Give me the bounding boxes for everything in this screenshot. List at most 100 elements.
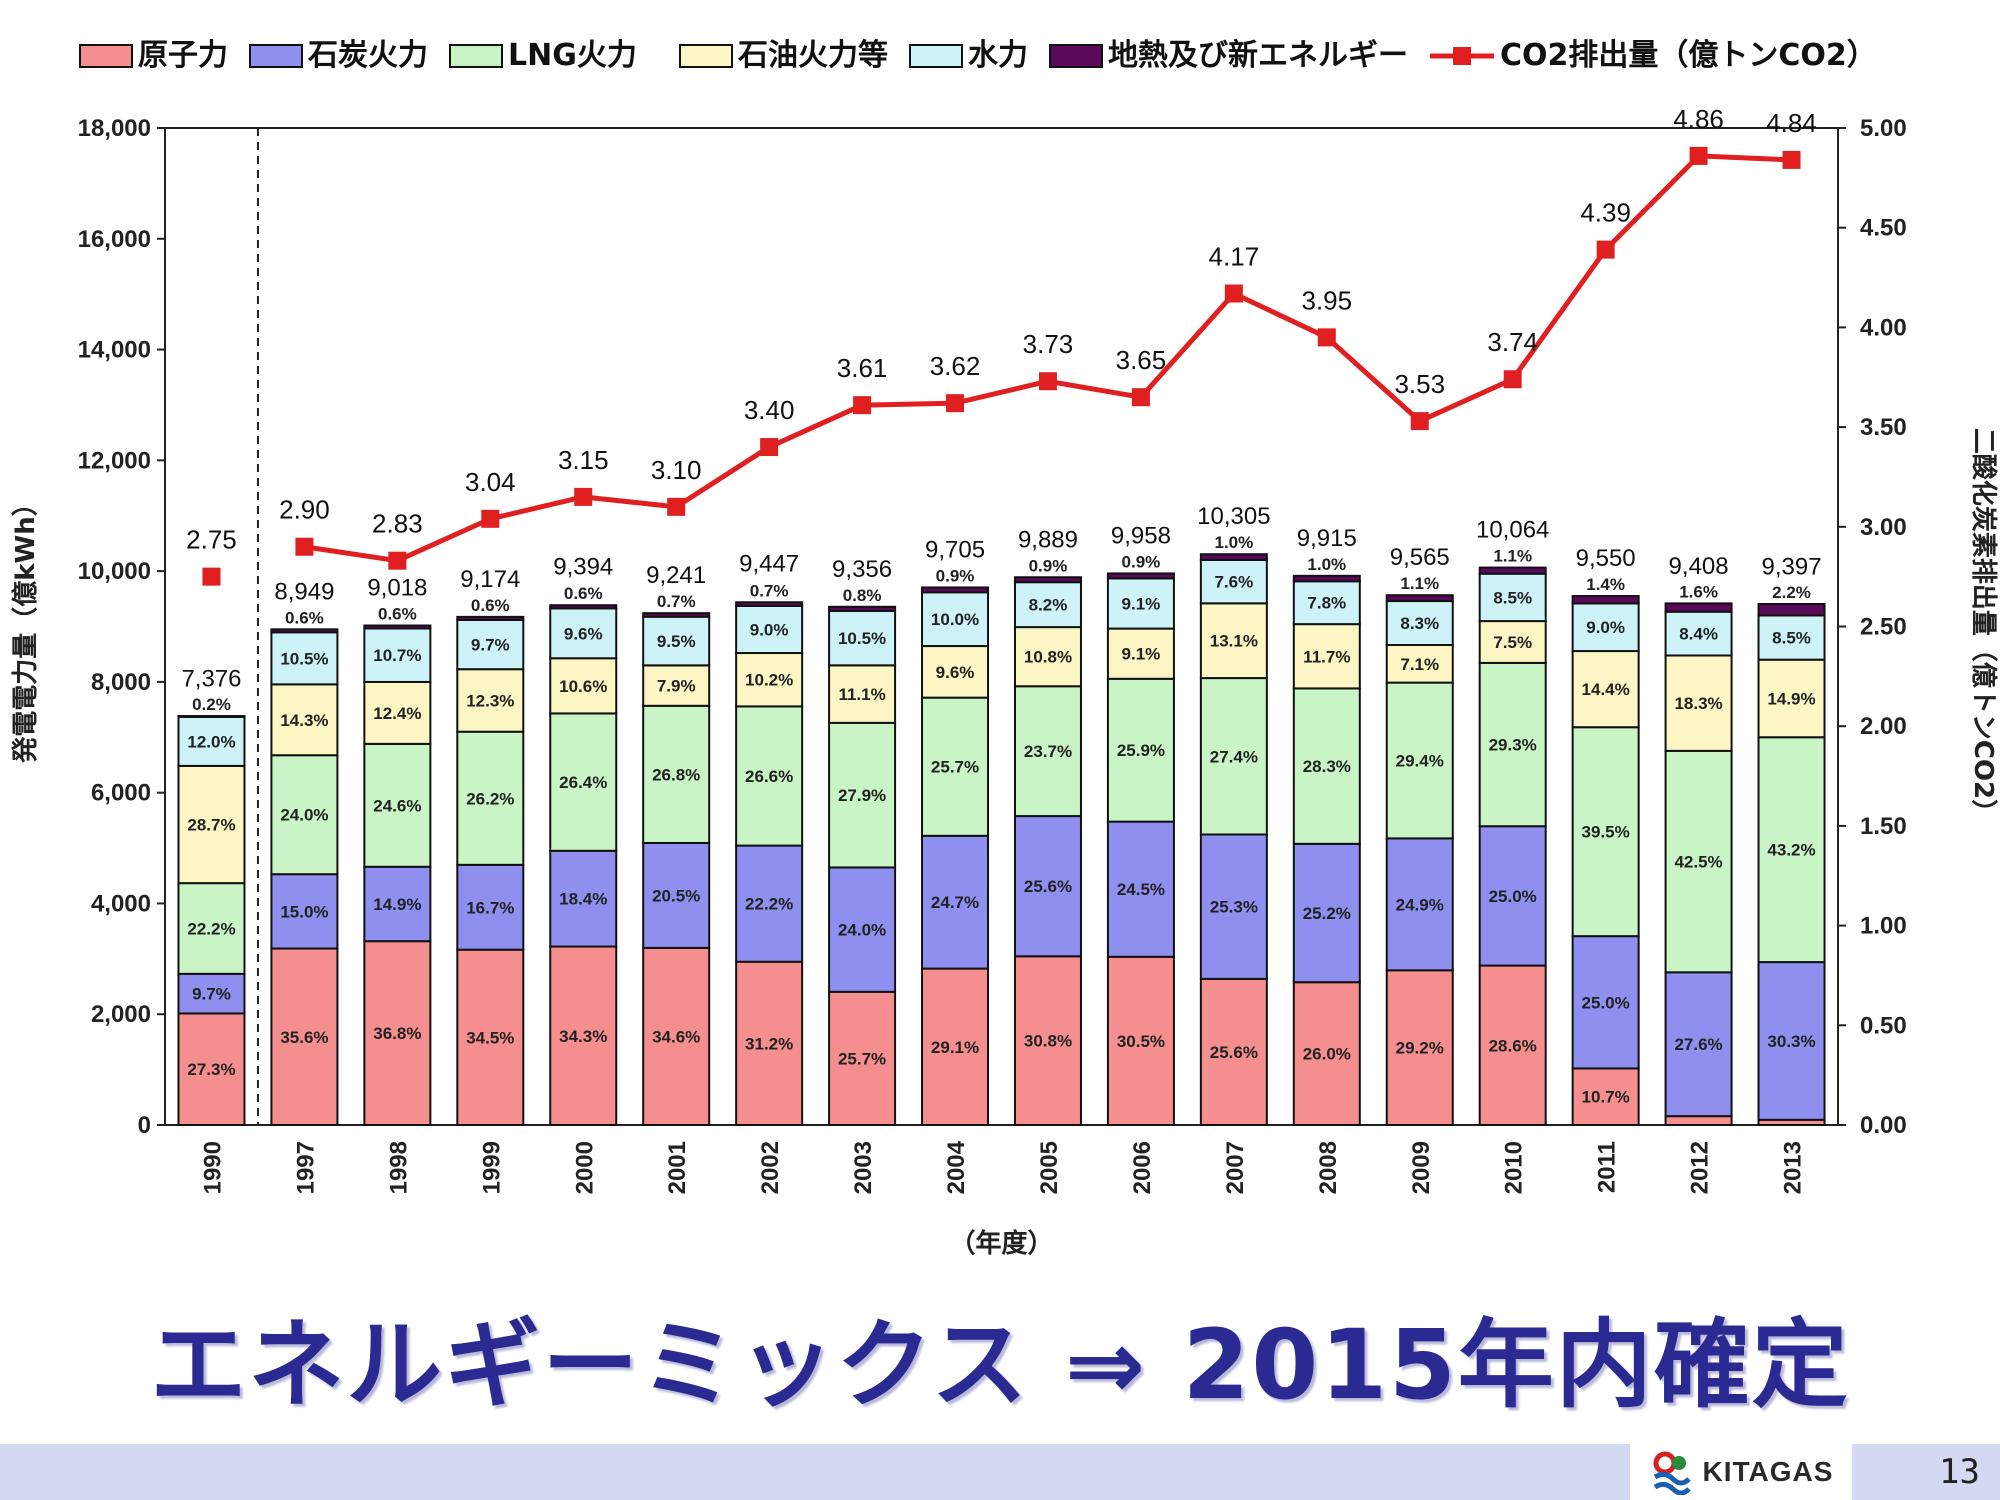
- legend-swatch: [909, 44, 963, 68]
- bar-segment: [1385, 681, 1454, 840]
- bar-segment: [1013, 626, 1082, 688]
- bar-percent-label: 8.5%: [1493, 588, 1532, 607]
- bar-percent-label: 0.6%: [378, 605, 417, 624]
- bar-segment: [1106, 572, 1175, 580]
- x-tick-label: 2008: [1315, 1141, 1342, 1194]
- co2-value-label: 3.95: [1302, 285, 1353, 315]
- bar-percent-label: 0.6%: [564, 584, 603, 603]
- bar-segment: [1664, 1115, 1733, 1127]
- bar-percent-label: 29.1%: [931, 1038, 979, 1057]
- bar-percent-label: 10.5%: [280, 649, 328, 668]
- bar-percent-label: 14.4%: [1582, 680, 1630, 699]
- bar-percent-label: 26.2%: [466, 789, 514, 808]
- bar-segment: [828, 866, 897, 993]
- bar-percent-label: 9.6%: [564, 624, 603, 643]
- bar-percent-label: 10.6%: [559, 677, 607, 696]
- right-tick-label: 0.50: [1860, 1012, 1907, 1039]
- legend-swatch: [679, 44, 733, 68]
- bar-percent-label: 7.9%: [657, 677, 696, 696]
- x-tick-label: 2005: [1036, 1141, 1063, 1194]
- bar-segment: [1757, 961, 1826, 1121]
- co2-marker: [1689, 146, 1708, 165]
- bar-segment: [1478, 825, 1547, 967]
- company-logo: KITAGAS: [1630, 1444, 1852, 1500]
- footer-bar: KITAGAS 13: [0, 1444, 2000, 1500]
- bar-percent-label: 0.9%: [1029, 556, 1068, 575]
- logo-text: KITAGAS: [1702, 1456, 1834, 1487]
- bar-segment: [642, 841, 711, 949]
- co2-marker: [1596, 240, 1615, 259]
- bar-segment: [1571, 1067, 1640, 1127]
- bar-percent-label: 24.6%: [373, 796, 421, 815]
- bar-percent-label: 9.5%: [657, 632, 696, 651]
- x-tick-label: 2011: [1594, 1141, 1621, 1193]
- co2-value-label: 3.61: [837, 353, 888, 383]
- bar-percent-label: 27.9%: [838, 786, 886, 805]
- co2-value-label: 3.65: [1116, 345, 1167, 375]
- bar-percent-label: 0.9%: [1122, 552, 1161, 571]
- bar-segment: [921, 591, 990, 648]
- x-tick-label: 1998: [385, 1141, 412, 1194]
- bar-segment: [1571, 650, 1640, 729]
- bar-segment: [1106, 820, 1175, 958]
- bar-percent-label: 24.0%: [838, 921, 886, 940]
- bar-percent-label: 0.6%: [285, 608, 324, 627]
- energy-mix-chart: 0 2,000 4,000 6,000 8,000 10,000 12,000 14,000 1…: [11, 38, 1998, 1259]
- bar-percent-label: 18.3%: [1674, 694, 1722, 713]
- bar-percent-label: 13.1%: [1210, 632, 1258, 651]
- bar-segment: [828, 605, 897, 612]
- co2-value-label: 4.17: [1209, 242, 1260, 272]
- bar-segment: [1571, 935, 1640, 1070]
- bar-percent-label: 9.0%: [750, 620, 789, 639]
- bar-percent-label: 0.7%: [750, 581, 789, 600]
- co2-marker: [388, 551, 407, 570]
- legend-swatch: [449, 44, 503, 68]
- bar-segment: [1106, 955, 1175, 1127]
- co2-value-label: 4.86: [1673, 104, 1724, 134]
- bar-segment: [921, 586, 990, 594]
- co2-marker: [1410, 412, 1429, 431]
- headline: エネルギーミックス ⇒ 2015年内確定: [150, 1309, 1850, 1421]
- bar-segment: [1571, 726, 1640, 938]
- bar-total-label: 9,018: [367, 575, 427, 602]
- legend-swatch: [79, 44, 133, 68]
- bar-total-label: 9,397: [1761, 554, 1821, 581]
- bar-total-label: 9,889: [1018, 526, 1078, 553]
- bar-percent-label: 12.4%: [373, 704, 421, 723]
- bar-segment: [1757, 602, 1826, 617]
- bar-percent-label: 10.8%: [1024, 648, 1072, 667]
- bar-segment: [1199, 602, 1268, 680]
- bar-total-label: 8,949: [274, 578, 334, 605]
- bar-segment: [456, 730, 525, 866]
- co2-value-label: 3.53: [1394, 369, 1445, 399]
- bar-segment: [1571, 595, 1640, 605]
- bar-segment: [270, 947, 339, 1126]
- bar-segment: [177, 715, 246, 718]
- bar-segment: [1292, 981, 1361, 1127]
- x-tick-label: 2006: [1129, 1141, 1156, 1194]
- bar-percent-label: 9.6%: [936, 663, 975, 682]
- co2-value-label: 2.83: [372, 509, 423, 539]
- legend-swatch: [249, 44, 303, 68]
- bar-percent-label: 16.7%: [466, 898, 514, 917]
- x-tick-label: 2000: [571, 1141, 598, 1194]
- bar-total-label: 9,408: [1669, 553, 1729, 580]
- bar-segment: [177, 882, 246, 975]
- bar-percent-label: 28.7%: [187, 816, 235, 835]
- x-tick-label: 1997: [292, 1141, 319, 1194]
- bar-percent-label: 25.2%: [1303, 904, 1351, 923]
- bar-segment: [549, 607, 618, 660]
- bar-percent-label: 1.1%: [1493, 547, 1532, 566]
- bar-segment: [828, 721, 897, 869]
- bar-segment: [735, 652, 804, 708]
- bar-percent-label: 1.4%: [1586, 575, 1625, 594]
- bar-percent-label: 27.6%: [1674, 1035, 1722, 1054]
- x-tick-label: 2001: [664, 1141, 691, 1194]
- bar-percent-label: 0.6%: [471, 596, 510, 615]
- bar-segment: [1106, 577, 1175, 630]
- bar-segment: [549, 849, 618, 948]
- x-tick-label: 2007: [1222, 1141, 1249, 1194]
- bar-percent-label: 43.2%: [1767, 841, 1815, 860]
- bar-percent-label: 29.2%: [1396, 1039, 1444, 1058]
- bar-segment: [1013, 685, 1082, 818]
